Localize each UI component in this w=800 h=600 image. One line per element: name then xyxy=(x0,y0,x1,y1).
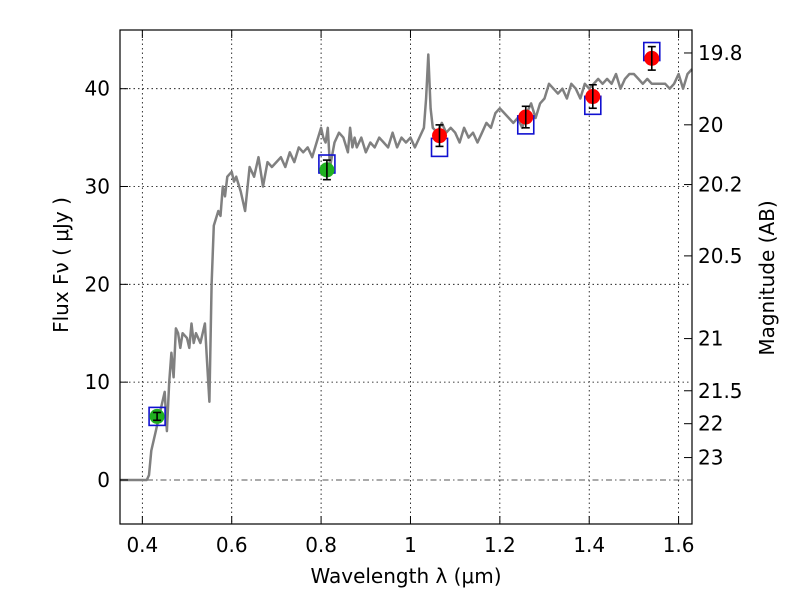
magnitude-tick-label: 21.5 xyxy=(698,379,743,403)
magnitude-tick-label: 21 xyxy=(698,327,723,351)
y-tick-label: 10 xyxy=(85,370,110,394)
grid xyxy=(120,30,692,524)
y-tick-label: 30 xyxy=(85,175,110,199)
y-axis-label: Flux Fν ( μJy ) xyxy=(49,197,73,333)
magnitude-tick-label: 20.2 xyxy=(698,173,743,197)
magnitude-tick-label: 20 xyxy=(698,113,723,137)
x-tick-label: 1 xyxy=(404,533,417,557)
y-tick-label: 20 xyxy=(85,272,110,296)
x-tick-label: 1.6 xyxy=(663,533,695,557)
magnitude-tick-label: 22 xyxy=(698,412,723,436)
model-photometry-square xyxy=(148,406,166,427)
plot-frame xyxy=(119,29,693,525)
data-points xyxy=(148,41,661,427)
x-tick-label: 1.2 xyxy=(484,533,516,557)
axis-ticks: 0.4 0.6 0.8 1 1.2 1.4 1.6 0 10 20 30 40 19.8 20 20.2 20… xyxy=(85,30,743,557)
magnitude-tick-label: 20.5 xyxy=(698,244,743,268)
y-tick-label: 0 xyxy=(97,468,110,492)
x-axis-label: Wavelength λ (μm) xyxy=(310,564,501,588)
model-spectrum-line xyxy=(120,53,693,482)
x-tick-label: 0.4 xyxy=(126,533,158,557)
x-tick-label: 0.6 xyxy=(216,533,248,557)
x-tick-label: 0.8 xyxy=(305,533,337,557)
magnitude-axis-label: Magnitude (AB) xyxy=(755,200,779,355)
y-tick-label: 40 xyxy=(85,77,110,101)
magnitude-tick-label: 23 xyxy=(698,446,723,470)
x-tick-label: 1.4 xyxy=(573,533,605,557)
magnitude-tick-label: 19.8 xyxy=(698,41,743,65)
